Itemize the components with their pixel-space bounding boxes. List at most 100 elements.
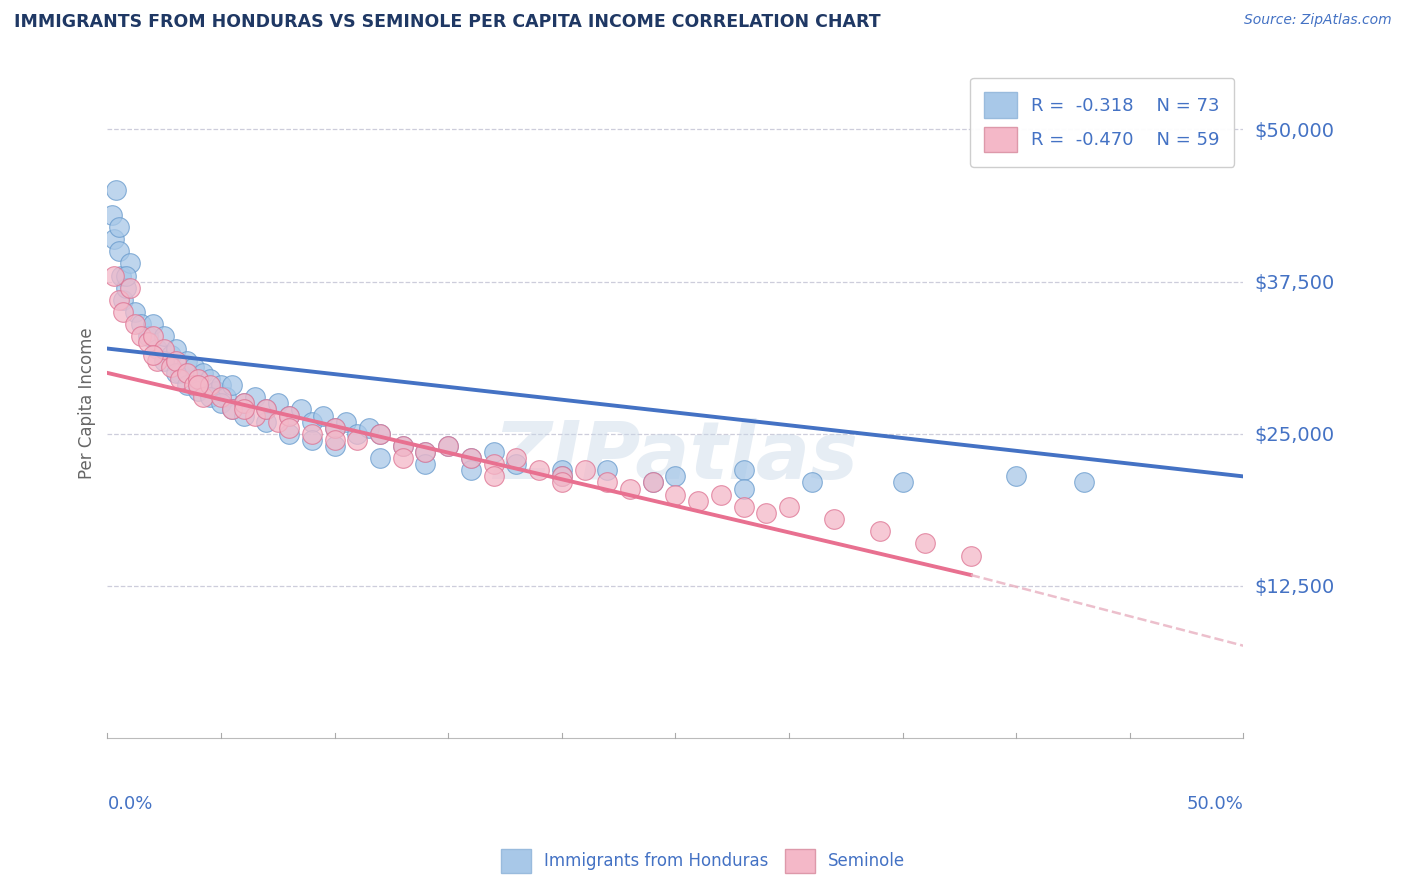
Point bbox=[290, 402, 312, 417]
Point bbox=[482, 469, 505, 483]
Point bbox=[243, 409, 266, 423]
Point bbox=[800, 475, 823, 490]
Point bbox=[232, 396, 254, 410]
Point bbox=[176, 366, 198, 380]
Point bbox=[165, 366, 187, 380]
Point bbox=[1005, 469, 1028, 483]
Point bbox=[243, 390, 266, 404]
Point bbox=[391, 439, 413, 453]
Text: 50.0%: 50.0% bbox=[1187, 795, 1243, 814]
Point bbox=[391, 439, 413, 453]
Point bbox=[142, 317, 165, 331]
Point bbox=[891, 475, 914, 490]
Point bbox=[278, 409, 301, 423]
Point bbox=[176, 378, 198, 392]
Point bbox=[415, 445, 437, 459]
Point bbox=[505, 457, 527, 471]
Point bbox=[619, 482, 641, 496]
Point bbox=[214, 390, 236, 404]
Point bbox=[105, 183, 128, 197]
Point bbox=[187, 378, 209, 392]
Point bbox=[551, 463, 574, 477]
Point bbox=[278, 426, 301, 441]
Point bbox=[391, 451, 413, 466]
Point bbox=[335, 415, 357, 429]
Point bbox=[112, 293, 135, 307]
Point bbox=[551, 469, 574, 483]
Legend: R =  -0.318    N = 73, R =  -0.470    N = 59: R = -0.318 N = 73, R = -0.470 N = 59 bbox=[970, 78, 1234, 167]
Point bbox=[527, 463, 550, 477]
Point bbox=[914, 536, 936, 550]
Point bbox=[153, 342, 176, 356]
Point bbox=[198, 378, 221, 392]
Point bbox=[107, 219, 129, 234]
Point bbox=[254, 415, 277, 429]
Point bbox=[187, 372, 209, 386]
Point bbox=[710, 488, 733, 502]
Point bbox=[124, 317, 146, 331]
Point bbox=[1073, 475, 1095, 490]
Point bbox=[323, 420, 346, 434]
Point bbox=[160, 359, 183, 374]
Point bbox=[153, 353, 176, 368]
Point bbox=[278, 420, 301, 434]
Point bbox=[209, 396, 232, 410]
Point bbox=[146, 342, 169, 356]
Point bbox=[120, 256, 142, 270]
Point bbox=[254, 402, 277, 417]
Point bbox=[187, 384, 209, 399]
Point bbox=[136, 329, 159, 343]
Point bbox=[368, 426, 391, 441]
Point bbox=[209, 390, 232, 404]
Point bbox=[959, 549, 981, 563]
Text: 0.0%: 0.0% bbox=[107, 795, 153, 814]
Point bbox=[221, 402, 243, 417]
Point bbox=[176, 353, 198, 368]
Point bbox=[733, 482, 755, 496]
Point bbox=[142, 329, 165, 343]
Point bbox=[323, 439, 346, 453]
Point bbox=[688, 493, 710, 508]
Point bbox=[165, 353, 187, 368]
Point bbox=[460, 451, 482, 466]
Point bbox=[191, 390, 214, 404]
Point bbox=[221, 402, 243, 417]
Point bbox=[301, 426, 323, 441]
Point bbox=[778, 500, 800, 514]
Point bbox=[112, 305, 135, 319]
Point bbox=[437, 439, 460, 453]
Point bbox=[869, 524, 891, 539]
Point bbox=[346, 426, 368, 441]
Point bbox=[183, 359, 205, 374]
Point bbox=[415, 445, 437, 459]
Point bbox=[107, 293, 129, 307]
Point bbox=[142, 348, 165, 362]
Point bbox=[131, 329, 153, 343]
Text: IMMIGRANTS FROM HONDURAS VS SEMINOLE PER CAPITA INCOME CORRELATION CHART: IMMIGRANTS FROM HONDURAS VS SEMINOLE PER… bbox=[14, 13, 880, 31]
Point bbox=[596, 475, 619, 490]
Legend: Immigrants from Honduras, Seminole: Immigrants from Honduras, Seminole bbox=[494, 842, 912, 880]
Point bbox=[641, 475, 664, 490]
Point bbox=[191, 366, 214, 380]
Point bbox=[267, 396, 290, 410]
Point bbox=[169, 372, 191, 386]
Point bbox=[312, 409, 335, 423]
Point bbox=[437, 439, 460, 453]
Point bbox=[664, 488, 686, 502]
Point bbox=[755, 506, 778, 520]
Point bbox=[107, 244, 129, 259]
Point bbox=[460, 451, 482, 466]
Point bbox=[114, 281, 136, 295]
Point bbox=[551, 475, 574, 490]
Point bbox=[198, 390, 221, 404]
Point bbox=[120, 281, 142, 295]
Point bbox=[323, 433, 346, 447]
Point bbox=[301, 433, 323, 447]
Point bbox=[103, 232, 125, 246]
Text: ZIPatlas: ZIPatlas bbox=[494, 418, 858, 496]
Point bbox=[278, 409, 301, 423]
Point bbox=[323, 420, 346, 434]
Point bbox=[205, 384, 228, 399]
Point bbox=[357, 420, 380, 434]
Point bbox=[153, 329, 176, 343]
